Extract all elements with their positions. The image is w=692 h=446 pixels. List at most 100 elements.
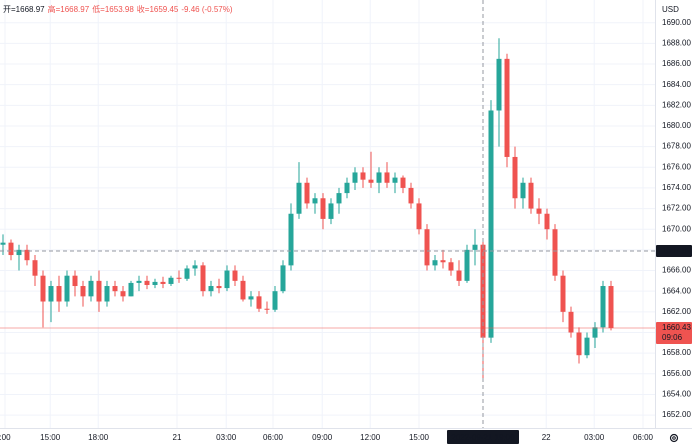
x-tick-label: 12:00 (360, 433, 381, 442)
candle-body (96, 280, 102, 302)
ohlc-legend: 开=1668.97 高=1668.97 低=1653.98 收=1659.45 -9.4… (3, 4, 233, 14)
candle-body (296, 182, 302, 214)
candle-body (192, 265, 198, 269)
candle-body (280, 265, 286, 292)
x-tick-label: 18:00 (88, 433, 109, 442)
y-tick-label: 1652.00 (662, 410, 691, 419)
candle-body (288, 213, 294, 266)
candle-body (104, 286, 110, 302)
last-price-label: 1660.43 (662, 323, 691, 332)
candle-body (392, 177, 398, 183)
candle-body (248, 296, 254, 300)
candle-body (64, 275, 70, 302)
y-tick-label: 1674.00 (662, 183, 691, 192)
candle-body (320, 198, 326, 219)
candle-body (176, 277, 182, 279)
grid (0, 0, 655, 428)
candle-body (408, 187, 414, 204)
candle-body (488, 110, 494, 338)
candle-body (360, 172, 366, 180)
candle-body (144, 280, 150, 285)
candle-body (376, 172, 382, 183)
candle-body (528, 182, 534, 209)
candle-body (168, 277, 174, 284)
x-tick-label: 22 (542, 433, 551, 442)
x-tick-label: 06:00 (633, 433, 654, 442)
candle-body (448, 262, 454, 271)
candle-body (208, 286, 214, 292)
candle-body (544, 213, 550, 230)
y-tick-label: 1678.00 (662, 142, 691, 151)
ohlc-value: -9.46 (-0.57%) (181, 5, 232, 14)
crosshair-price-label: 1667.89 (662, 246, 691, 255)
candle-body (312, 198, 318, 204)
x-tick-label: :00 (0, 433, 11, 442)
candle-body (80, 286, 86, 297)
candle-body (272, 291, 278, 310)
x-tick-label: 15:00 (40, 433, 61, 442)
candle-body (88, 280, 94, 297)
candle-body (232, 270, 238, 281)
x-tick-label: 15:00 (409, 433, 430, 442)
y-tick-label: 1682.00 (662, 100, 691, 109)
candle-body (336, 193, 342, 204)
candle-body (416, 203, 422, 230)
y-tick-label: 1654.00 (662, 390, 691, 399)
y-tick-label: 1684.00 (662, 80, 691, 89)
candle-body (136, 280, 142, 283)
y-tick-label: 1658.00 (662, 348, 691, 357)
candle-body (536, 208, 542, 214)
crosshair-time-box (447, 430, 519, 444)
candle-body (592, 327, 598, 338)
x-tick-label: 21 (173, 433, 182, 442)
candle-body (256, 296, 262, 309)
candle-body (520, 182, 526, 199)
y-tick-label: 1690.00 (662, 18, 691, 27)
x-tick-label: 09:00 (312, 433, 333, 442)
candle-body (8, 242, 14, 256)
candle-body (504, 58, 510, 157)
ohlc-value: 低=1653.98 (92, 4, 134, 14)
x-tick-label: 03:00 (216, 433, 237, 442)
currency-label: USD (662, 5, 679, 14)
candle-body (224, 270, 230, 289)
candle-body (456, 270, 462, 281)
candle-body (496, 58, 502, 111)
candle-body (576, 332, 582, 356)
ohlc-value: 开=1668.97 (3, 5, 45, 14)
y-tick-label: 1662.00 (662, 307, 691, 316)
candles (0, 38, 614, 379)
candle-body (584, 337, 590, 356)
y-tick-label: 1686.00 (662, 59, 691, 68)
candle-body (152, 281, 158, 285)
candle-body (56, 286, 62, 302)
candle-body (128, 282, 134, 297)
ohlc-value: 收=1659.45 (137, 4, 179, 14)
candle-body (16, 249, 22, 256)
settings-icon[interactable] (669, 433, 679, 443)
candle-body (440, 260, 446, 263)
y-tick-label: 1680.00 (662, 121, 691, 130)
candle-body (568, 311, 574, 333)
candle-body (184, 268, 190, 279)
candle-body (72, 275, 78, 287)
candle-body (472, 244, 478, 250)
candle-body (304, 182, 310, 204)
last-price-box (656, 322, 692, 345)
candle-body (200, 265, 206, 292)
candle-body (432, 260, 438, 266)
ohlc-value: 高=1668.97 (48, 4, 90, 14)
candle-body (368, 179, 374, 183)
countdown-label: 09:06 (662, 333, 683, 342)
candle-body (480, 244, 486, 338)
candle-body (560, 275, 566, 312)
candle-body (240, 280, 246, 300)
candle-body (48, 286, 54, 302)
crosshair-price-box (656, 245, 692, 258)
candle-body (0, 242, 6, 245)
candle-body (24, 249, 30, 261)
candle-body (32, 260, 38, 276)
candle-body (328, 203, 334, 219)
